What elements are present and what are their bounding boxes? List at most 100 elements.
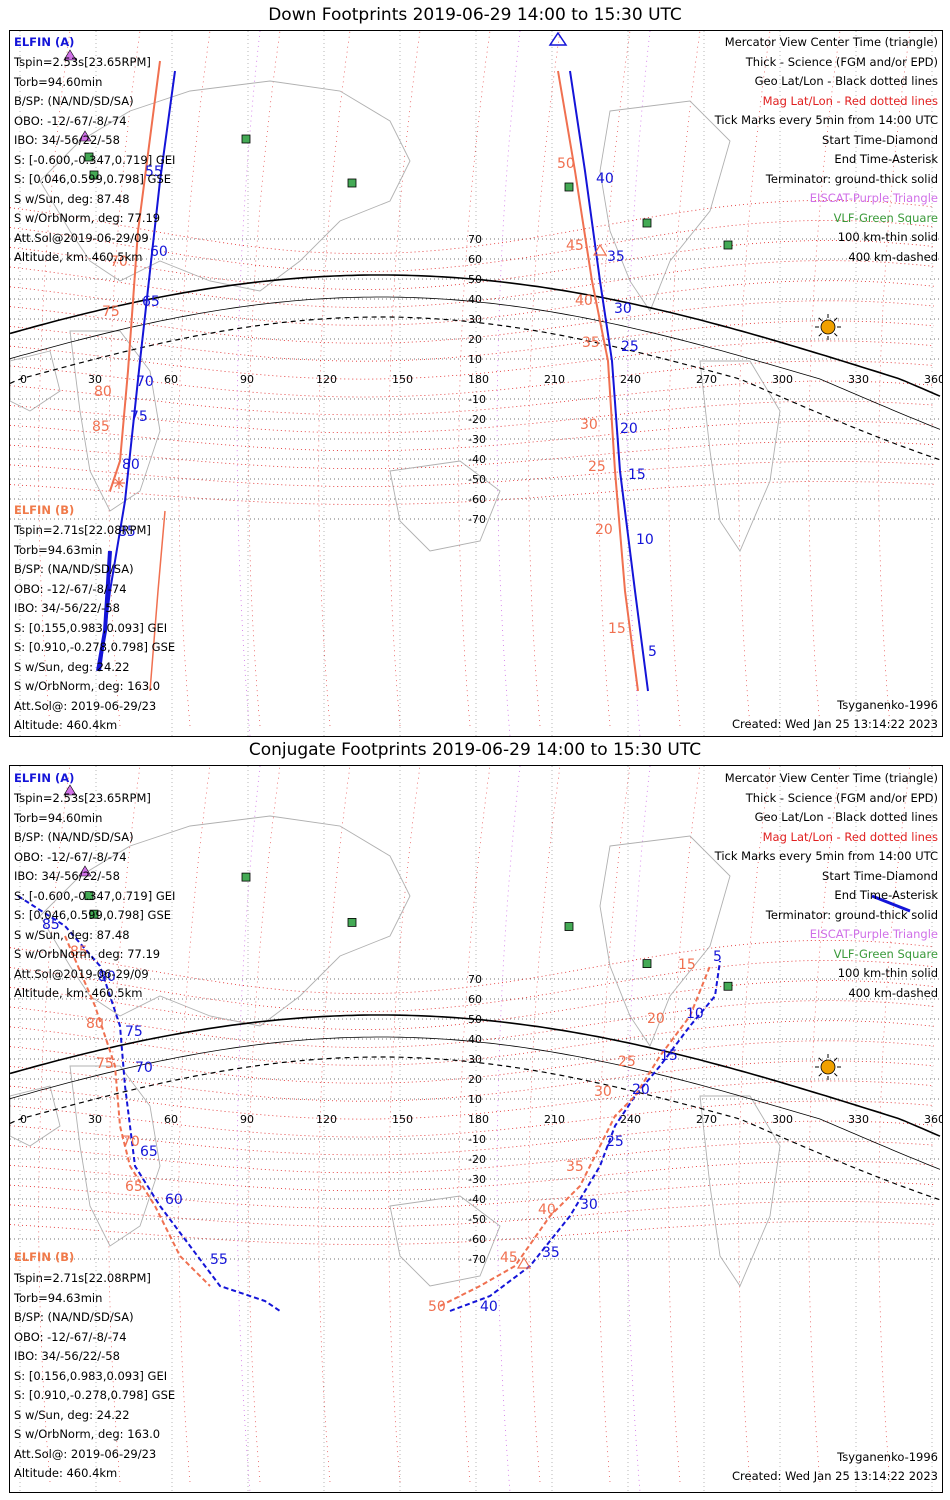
eiscat-triangle-marker xyxy=(63,784,77,796)
info-line: Tspin=2.71s[22.08RPM] xyxy=(14,523,151,537)
map-canvas-down: 0 30 60 90 120 150 180 210 240 270 300 330 360 70 60 50… xyxy=(10,31,942,736)
info-line: Torb=94.60min xyxy=(14,74,103,89)
lon-tick-label: 90 xyxy=(240,1113,254,1126)
elfin-a-info: Tspin=2.53s[23.65RPM] Torb=94.60min B/SP: … xyxy=(14,789,175,1004)
mag-parallel xyxy=(10,400,935,434)
mag-meridian xyxy=(528,766,561,1483)
lon-tick-label: 360 xyxy=(924,1113,942,1126)
mag-meridian xyxy=(458,31,491,727)
mag-meridian xyxy=(388,766,421,1483)
elfin-b-track-right xyxy=(557,70,639,692)
lat-tick-label: 50 xyxy=(468,273,482,286)
mag-meridian xyxy=(878,31,911,727)
legend-item: End Time-Asterisk xyxy=(834,888,938,902)
track-tick-label: 45 xyxy=(500,1250,518,1266)
lon-tick-label: 0 xyxy=(20,1113,27,1126)
track-tick-label: 20 xyxy=(632,1082,650,1098)
lat-tick-label: -20 xyxy=(468,1153,486,1166)
track-tick-label: 75 xyxy=(96,1056,114,1072)
track-tick-label: 15 xyxy=(608,621,626,637)
lat-tick-label: 40 xyxy=(468,293,482,306)
info-line: Tspin=2.71s[22.08RPM] xyxy=(14,1271,151,1285)
info-line: OBO: -12/-67/-8/-74 xyxy=(14,1329,127,1344)
sun-ray xyxy=(818,1057,822,1061)
mag-meridian xyxy=(38,766,71,1483)
lat-tick-label: -50 xyxy=(468,1213,486,1226)
elfin-a-label: ELFIN (A) xyxy=(14,771,75,785)
track-tick-label: 5 xyxy=(713,949,722,965)
track-tick-label: 60 xyxy=(165,1192,183,1208)
info-line: S w/Sun, deg: 24.22 xyxy=(14,659,130,674)
track-tick-label: 50 xyxy=(428,1299,446,1315)
mag-meridian xyxy=(598,766,631,1483)
lon-tick-label: 120 xyxy=(316,1113,337,1126)
legend-item: Mag Lat/Lon - Red dotted lines xyxy=(762,93,938,108)
info-line: Torb=94.63min xyxy=(14,542,103,557)
info-line: S w/Sun, deg: 87.48 xyxy=(14,927,130,942)
mag-meridian xyxy=(878,766,911,1483)
coastline xyxy=(10,350,61,412)
eiscat-meridian xyxy=(496,31,521,736)
lon-tick-label: 360 xyxy=(924,373,942,386)
track-tick-label: 70 xyxy=(122,1134,140,1150)
mag-meridian xyxy=(808,31,841,727)
lon-tick-label: 0 xyxy=(20,373,27,386)
track-tick-label: 10 xyxy=(636,532,654,548)
info-line: B/SP: (NA/ND/SD/SA) xyxy=(14,94,134,108)
mag-parallel xyxy=(10,200,935,254)
model-label: Tsyganenko-1996 xyxy=(837,698,938,712)
eiscat-triangle-marker xyxy=(78,865,92,877)
track-tick-label: 25 xyxy=(621,339,639,355)
map-legend: Mercator View Center Time (triangle) Thic… xyxy=(715,33,938,267)
center-time-triangle-b xyxy=(592,243,608,256)
mag-meridian xyxy=(248,31,281,727)
coastline xyxy=(599,835,731,1047)
mag-meridian xyxy=(668,766,701,1483)
terminator-curve xyxy=(10,1056,941,1201)
track-tick-label: 35 xyxy=(582,335,600,351)
legend-item: Tick Marks every 5min from 14:00 UTC xyxy=(714,113,938,127)
track-tick-label: 45 xyxy=(566,238,584,254)
elfin-a-info: Tspin=2.53s[23.65RPM] Torb=94.60min B/SP: … xyxy=(14,53,175,268)
track-tick-label: 20 xyxy=(620,421,638,437)
info-line: S w/Sun, deg: 87.48 xyxy=(14,191,130,206)
mag-parallel xyxy=(10,280,935,326)
coastline xyxy=(389,1195,501,1287)
track-tick-label: 85 xyxy=(42,917,60,933)
info-line: Att.Sol@2019-06-29/09 xyxy=(14,230,149,245)
mag-meridian xyxy=(668,31,701,727)
model-label: Tsyganenko-1996 xyxy=(837,1450,938,1464)
legend-item: Geo Lat/Lon - Black dotted lines xyxy=(754,74,938,88)
mag-parallel xyxy=(10,300,935,344)
info-line: S: [0.910,-0.278,0.798] GSE xyxy=(14,640,176,654)
mag-meridian xyxy=(38,31,71,727)
track-tick-label: 65 xyxy=(125,1179,143,1195)
legend-item: Mercator View Center Time (triangle) xyxy=(724,771,938,785)
elfin-a-track-right xyxy=(569,70,649,692)
legend-item: Terminator: ground-thick solid xyxy=(765,907,938,922)
legend-item: 100 km-thin solid xyxy=(837,230,938,244)
elfin-b-track-left xyxy=(109,60,161,492)
track-tick-label: 75 xyxy=(125,1024,143,1040)
lon-tick-label: 180 xyxy=(468,1113,489,1126)
mag-meridian xyxy=(458,766,491,1483)
track-tick-label: 70 xyxy=(136,374,154,390)
info-line: Att.Sol@: 2019-06-29/23 xyxy=(14,1446,157,1461)
info-line: Att.Sol@: 2019-06-29/23 xyxy=(14,698,157,713)
mag-meridian xyxy=(808,766,841,1483)
legend-item: Geo Lat/Lon - Black dotted lines xyxy=(754,810,938,824)
legend-item: Thick - Science (FGM and/or EPD) xyxy=(745,790,938,805)
vlf-square-marker xyxy=(84,891,94,901)
lat-tick-label: -50 xyxy=(468,473,486,486)
lon-tick-label: 30 xyxy=(88,373,102,386)
lon-tick-label: 60 xyxy=(164,1113,178,1126)
mag-parallel xyxy=(10,1160,935,1192)
mag-meridian xyxy=(318,766,351,1483)
info-line: Tspin=2.53s[23.65RPM] xyxy=(14,55,151,69)
track-tick-label: 15 xyxy=(628,467,646,483)
coastline xyxy=(699,360,781,552)
info-line: S: [0.046,0.599,0.798] GSE xyxy=(14,908,172,922)
track-tick-label: 70 xyxy=(110,254,128,270)
mag-meridian xyxy=(738,31,771,727)
lat-tick-label: 10 xyxy=(468,1093,482,1106)
